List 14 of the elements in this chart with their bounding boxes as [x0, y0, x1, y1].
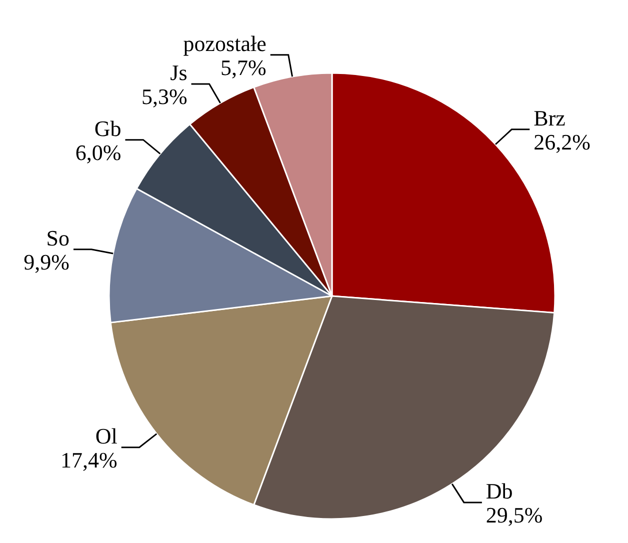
data-label: 26,2%: [534, 129, 590, 154]
data-label: 6,0%: [75, 140, 122, 165]
slice-label: So: [46, 225, 70, 250]
data-label: 9,9%: [24, 249, 70, 274]
slice-label: Ol: [95, 423, 118, 448]
data-label: 17,4%: [60, 447, 118, 472]
slice-label: Gb: [94, 116, 122, 141]
data-label: 5,3%: [141, 84, 188, 109]
slice-label: Db: [486, 478, 513, 504]
slice-label: Brz: [534, 105, 566, 130]
slice-label: pozostałe: [183, 30, 266, 56]
data-label: 29,5%: [486, 502, 543, 528]
data-label: 5,7%: [220, 54, 266, 80]
slice-label: Js: [170, 60, 188, 85]
